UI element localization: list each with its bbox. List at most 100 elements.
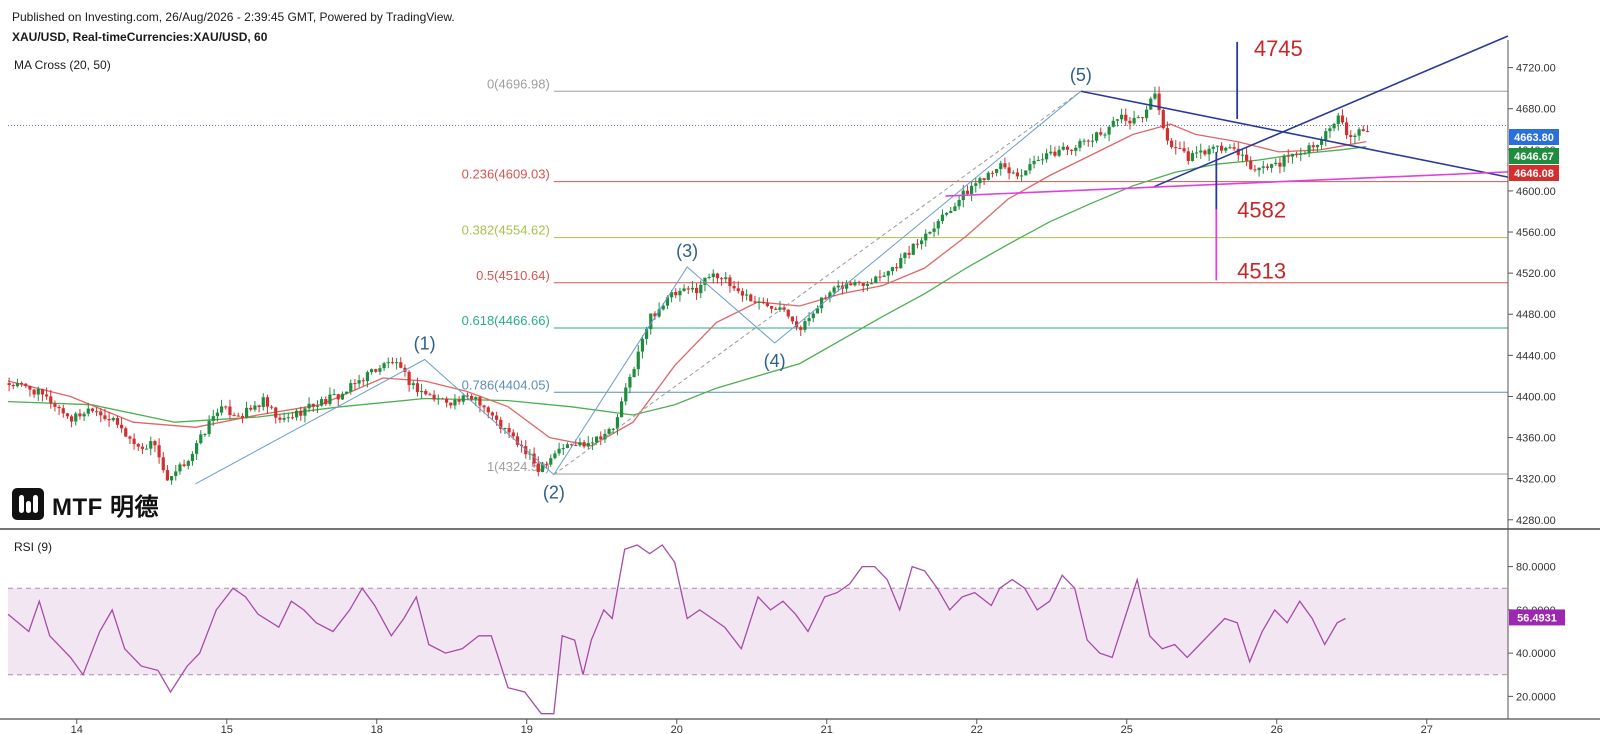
rsi-tick-label: 20.0000 bbox=[1516, 691, 1556, 703]
candle-body bbox=[990, 172, 995, 174]
candle-body bbox=[20, 382, 24, 384]
candle-body bbox=[1136, 117, 1140, 119]
candle-body bbox=[345, 391, 349, 394]
price-tick-label: 4320.00 bbox=[1516, 474, 1556, 486]
candle-body bbox=[645, 329, 649, 339]
candle-body bbox=[315, 405, 320, 407]
candle-body bbox=[1240, 154, 1245, 156]
candle-body bbox=[386, 362, 390, 364]
fib-level-label: 1(4324.50) bbox=[487, 459, 550, 474]
candle-body bbox=[432, 394, 436, 400]
candle-body bbox=[624, 387, 628, 402]
candle-body bbox=[265, 397, 270, 407]
candle-body bbox=[1270, 164, 1274, 168]
candle-body bbox=[974, 183, 978, 186]
candle-body bbox=[653, 313, 657, 317]
candle-body bbox=[40, 389, 45, 395]
candle-body bbox=[1261, 166, 1265, 168]
candle-body bbox=[824, 297, 828, 299]
candle-body bbox=[286, 417, 290, 419]
candle-body bbox=[445, 398, 449, 403]
candle-body bbox=[107, 419, 111, 421]
candle-body bbox=[61, 408, 65, 414]
candle-body bbox=[303, 408, 307, 416]
candle-body bbox=[1207, 148, 1211, 155]
support-line bbox=[945, 171, 1509, 197]
candle-body bbox=[845, 283, 849, 289]
candle-body bbox=[357, 380, 361, 384]
candle-body bbox=[1336, 115, 1340, 124]
candle-body bbox=[1090, 140, 1095, 142]
candle-body bbox=[170, 476, 174, 481]
candle-body bbox=[620, 401, 624, 418]
candle-body bbox=[1340, 115, 1345, 123]
candle-body bbox=[1311, 145, 1315, 148]
candle-body bbox=[632, 369, 636, 377]
price-badge-label: 4646.67 bbox=[1514, 151, 1554, 163]
candle-body bbox=[982, 178, 986, 180]
candle-body bbox=[353, 383, 357, 385]
rsi-band-layer bbox=[8, 587, 1508, 676]
candle-body bbox=[340, 393, 345, 400]
candle-body bbox=[999, 163, 1003, 170]
price-badge-label: 4646.08 bbox=[1514, 168, 1554, 180]
candle-body bbox=[215, 412, 220, 417]
candle-body bbox=[140, 446, 145, 449]
candle-body bbox=[799, 327, 803, 330]
candle-body bbox=[578, 442, 582, 446]
candle-body bbox=[320, 399, 324, 406]
candle-body bbox=[778, 307, 782, 310]
candle-body bbox=[611, 428, 615, 430]
candle-body bbox=[1220, 145, 1224, 151]
candle-body bbox=[1211, 146, 1215, 149]
candle-body bbox=[457, 399, 461, 402]
candle-body bbox=[203, 434, 207, 436]
candle-body bbox=[874, 276, 878, 284]
fibonacci-layer: 0(4696.98) 0.236(4609.03) 0.382(4554.62) 0.… bbox=[8, 76, 1508, 475]
candle-body bbox=[1086, 140, 1090, 142]
candle-body bbox=[270, 406, 274, 408]
candle-body bbox=[1099, 132, 1103, 135]
candle-body bbox=[911, 243, 915, 255]
candle-body bbox=[490, 412, 495, 416]
candle-body bbox=[1115, 119, 1120, 121]
candle-body bbox=[1178, 148, 1182, 150]
candle-body bbox=[220, 406, 224, 413]
candle-body bbox=[574, 444, 578, 446]
candle-body bbox=[428, 394, 432, 396]
candle-body bbox=[536, 463, 540, 473]
candle-body bbox=[1103, 134, 1107, 136]
candle-body bbox=[670, 292, 674, 298]
candle-body bbox=[149, 441, 153, 449]
candle-body bbox=[745, 294, 749, 296]
candle-body bbox=[1186, 151, 1190, 161]
candle-body bbox=[565, 444, 570, 448]
candle-body bbox=[532, 453, 536, 464]
candle-body bbox=[1174, 147, 1178, 149]
candle-body bbox=[482, 405, 486, 408]
wave-label: (2) bbox=[543, 483, 565, 503]
price-tick-label: 4680.00 bbox=[1516, 104, 1556, 116]
wave-label: (5) bbox=[1070, 65, 1092, 85]
candle-body bbox=[549, 458, 553, 465]
candle-body bbox=[74, 413, 78, 422]
candle-body bbox=[1061, 146, 1065, 150]
candle-body bbox=[628, 376, 632, 388]
candle-body bbox=[120, 424, 124, 429]
candle-body bbox=[715, 273, 720, 279]
candle-body bbox=[1320, 139, 1324, 145]
symbol-title: XAU/USD, Real-timeCurrencies:XAU/USD, 60 bbox=[12, 30, 268, 44]
candle-body bbox=[903, 252, 907, 259]
candle-body bbox=[1349, 135, 1353, 137]
candle-body bbox=[1007, 167, 1011, 174]
candle-body bbox=[995, 169, 999, 173]
candle-body bbox=[1299, 153, 1303, 155]
candle-body bbox=[365, 372, 370, 382]
wave-label: (4) bbox=[764, 351, 786, 371]
candle-body bbox=[1199, 150, 1203, 153]
rsi-value-badge bbox=[1509, 609, 1565, 626]
candle-body bbox=[707, 277, 711, 279]
fib-level-label: 0.5(4510.64) bbox=[476, 268, 550, 283]
candle-body bbox=[232, 415, 236, 417]
candle-body bbox=[174, 471, 178, 477]
